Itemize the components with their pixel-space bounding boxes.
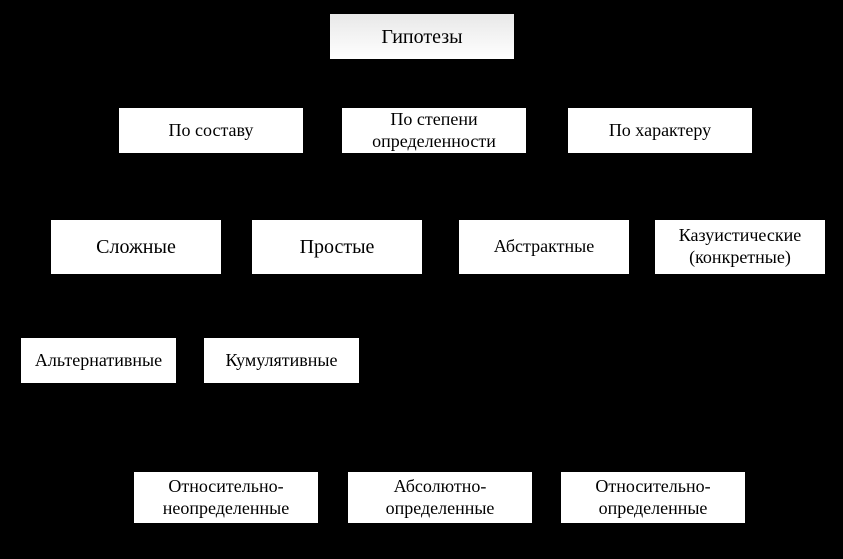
node-n_kazu: Казуистические (конкретные) — [654, 219, 826, 275]
node-root: Гипотезы — [329, 13, 515, 60]
node-n_abs_op: Абсолютно-определенные — [347, 471, 533, 524]
node-n_abstr: Абстрактные — [458, 219, 630, 275]
node-n_alt: Альтернативные — [20, 337, 177, 384]
node-c1: По составу — [118, 107, 304, 154]
node-n_rel_op: Относительно-определенные — [560, 471, 746, 524]
node-n_slozh: Сложные — [50, 219, 222, 275]
node-n_kum: Кумулятивные — [203, 337, 360, 384]
node-n_rel_neop: Относительно-неопределенные — [133, 471, 319, 524]
node-c2: По степени определенности — [341, 107, 527, 154]
node-c3: По характеру — [567, 107, 753, 154]
node-n_prost: Простые — [251, 219, 423, 275]
